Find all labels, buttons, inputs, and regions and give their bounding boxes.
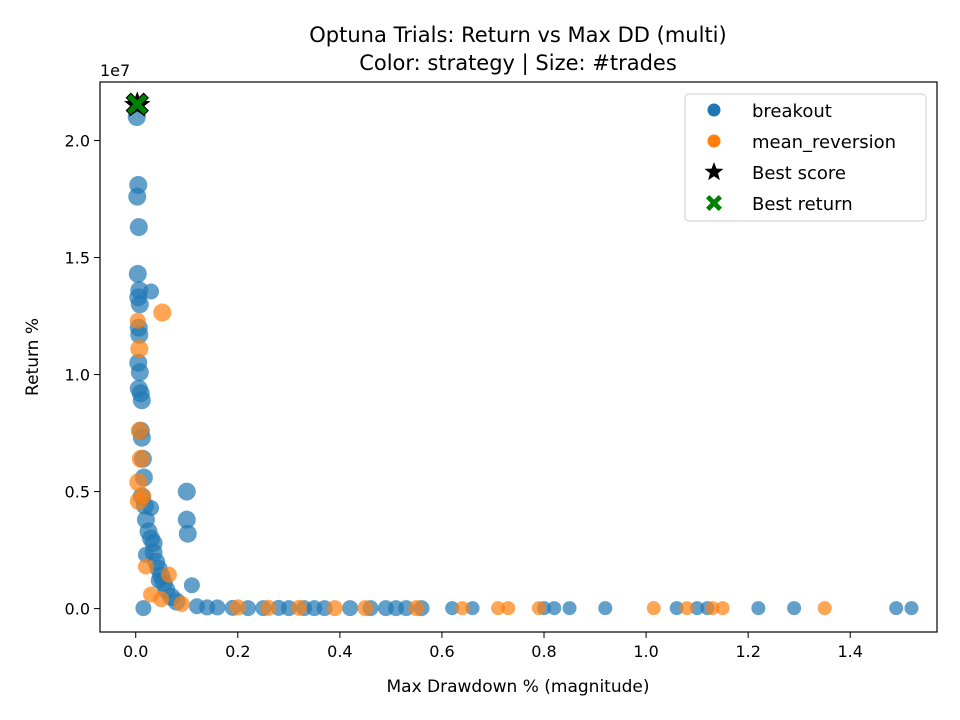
point-breakout-12: [130, 363, 149, 382]
point-breakout-59: [465, 601, 480, 616]
chart-subtitle: Color: strategy | Size: #trades: [359, 51, 677, 76]
point-mean-reversion-1: [130, 339, 149, 358]
x-tick-label-7: 1.4: [838, 642, 863, 661]
legend-label-best-score: Best score: [752, 163, 846, 184]
point-mean-reversion-15: [326, 600, 343, 617]
x-tick-label-5: 1.0: [633, 642, 658, 661]
point-mean-reversion-25: [715, 601, 730, 616]
point-mean-reversion-10: [153, 591, 170, 608]
x-tick-label-6: 1.2: [735, 642, 760, 661]
point-best-return-0: [125, 92, 149, 116]
legend-marker-best-score: [704, 162, 724, 181]
point-breakout-58: [445, 601, 460, 616]
x-tick-label-4: 0.8: [531, 642, 556, 661]
x-axis-label: Max Drawdown % (magnitude): [386, 677, 649, 697]
point-mean-reversion-3: [130, 421, 149, 440]
point-breakout-68: [787, 601, 802, 616]
point-breakout-71: [135, 600, 152, 617]
legend-marker-breakout: [707, 103, 721, 117]
point-breakout-7: [130, 295, 149, 314]
point-mean-reversion-2: [129, 312, 146, 329]
point-breakout-67: [751, 601, 766, 616]
point-mean-reversion-4: [131, 449, 150, 468]
point-breakout-69: [889, 601, 904, 616]
point-breakout-4: [128, 264, 147, 283]
y-tick-label-2: 1.0: [65, 366, 90, 385]
point-mean-reversion-21: [531, 601, 546, 616]
point-mean-reversion-22: [646, 601, 661, 616]
y-tick-label-3: 1.5: [65, 249, 90, 268]
points-layer: [123, 91, 919, 617]
point-mean-reversion-14: [291, 599, 308, 616]
point-mean-reversion-12: [229, 599, 246, 616]
y-tick-label-1: 0.5: [65, 483, 90, 502]
point-mean-reversion-24: [705, 601, 720, 616]
legend-marker-mean-reversion: [707, 134, 721, 148]
point-breakout-65: [690, 601, 705, 616]
point-breakout-15: [132, 391, 151, 410]
point-mean-reversion-17: [408, 600, 425, 617]
point-mean-reversion-5: [129, 473, 148, 492]
point-breakout-35: [177, 482, 196, 501]
plot-area-frame: [99, 81, 938, 633]
point-mean-reversion-0: [153, 303, 172, 322]
legend-label-breakout: breakout: [752, 101, 832, 122]
y-axis-ticks: 0.0 0.5 1.0 1.5 2.0: [65, 132, 100, 619]
point-breakout-36: [177, 510, 196, 529]
legend: breakout mean_reversion Best score Best …: [684, 93, 927, 222]
legend-box: [684, 93, 927, 222]
legend-marker-best-return: [706, 195, 722, 211]
point-mean-reversion-19: [491, 601, 506, 616]
x-axis-ticks: 0.0 0.2 0.4 0.6 0.8 1.0 1.2 1.4: [123, 632, 863, 661]
point-mean-reversion-20: [501, 601, 516, 616]
point-breakout-61: [547, 601, 562, 616]
x-tick-label-1: 0.2: [225, 642, 250, 661]
point-breakout-70: [904, 601, 919, 616]
point-breakout-38: [183, 577, 200, 594]
y-tick-label-0: 0.0: [65, 600, 90, 619]
point-breakout-8: [143, 283, 160, 300]
point-breakout-43: [209, 599, 226, 616]
point-mean-reversion-27: [137, 558, 154, 575]
point-breakout-63: [598, 601, 613, 616]
point-mean-reversion-11: [173, 595, 190, 612]
point-mean-reversion-18: [455, 601, 470, 616]
x-tick-label-3: 0.6: [429, 642, 454, 661]
x-tick-label-2: 0.4: [327, 642, 352, 661]
point-breakout-39: [137, 546, 154, 563]
point-mean-reversion-26: [817, 601, 832, 616]
point-breakout-52: [342, 600, 359, 617]
point-mean-reversion-7: [135, 488, 152, 505]
point-mean-reversion-16: [357, 600, 374, 617]
point-mean-reversion-23: [679, 601, 694, 616]
x-tick-label-0: 0.0: [123, 642, 148, 661]
point-mean-reversion-13: [260, 599, 277, 616]
point-breakout-37: [178, 524, 197, 543]
legend-label-best-return: Best return: [752, 194, 853, 215]
legend-label-mean-reversion: mean_reversion: [752, 132, 896, 153]
y-offset-label: 1e7: [100, 61, 130, 80]
point-mean-reversion-8: [160, 566, 177, 583]
y-axis-label: Return %: [23, 318, 43, 396]
point-breakout-10: [130, 325, 149, 344]
chart-title: Optuna Trials: Return vs Max DD (multi): [309, 23, 726, 47]
y-tick-label-4: 2.0: [65, 132, 90, 151]
point-breakout-62: [562, 601, 577, 616]
point-breakout-64: [669, 601, 684, 616]
point-breakout-2: [128, 187, 147, 206]
point-breakout-3: [129, 218, 148, 237]
